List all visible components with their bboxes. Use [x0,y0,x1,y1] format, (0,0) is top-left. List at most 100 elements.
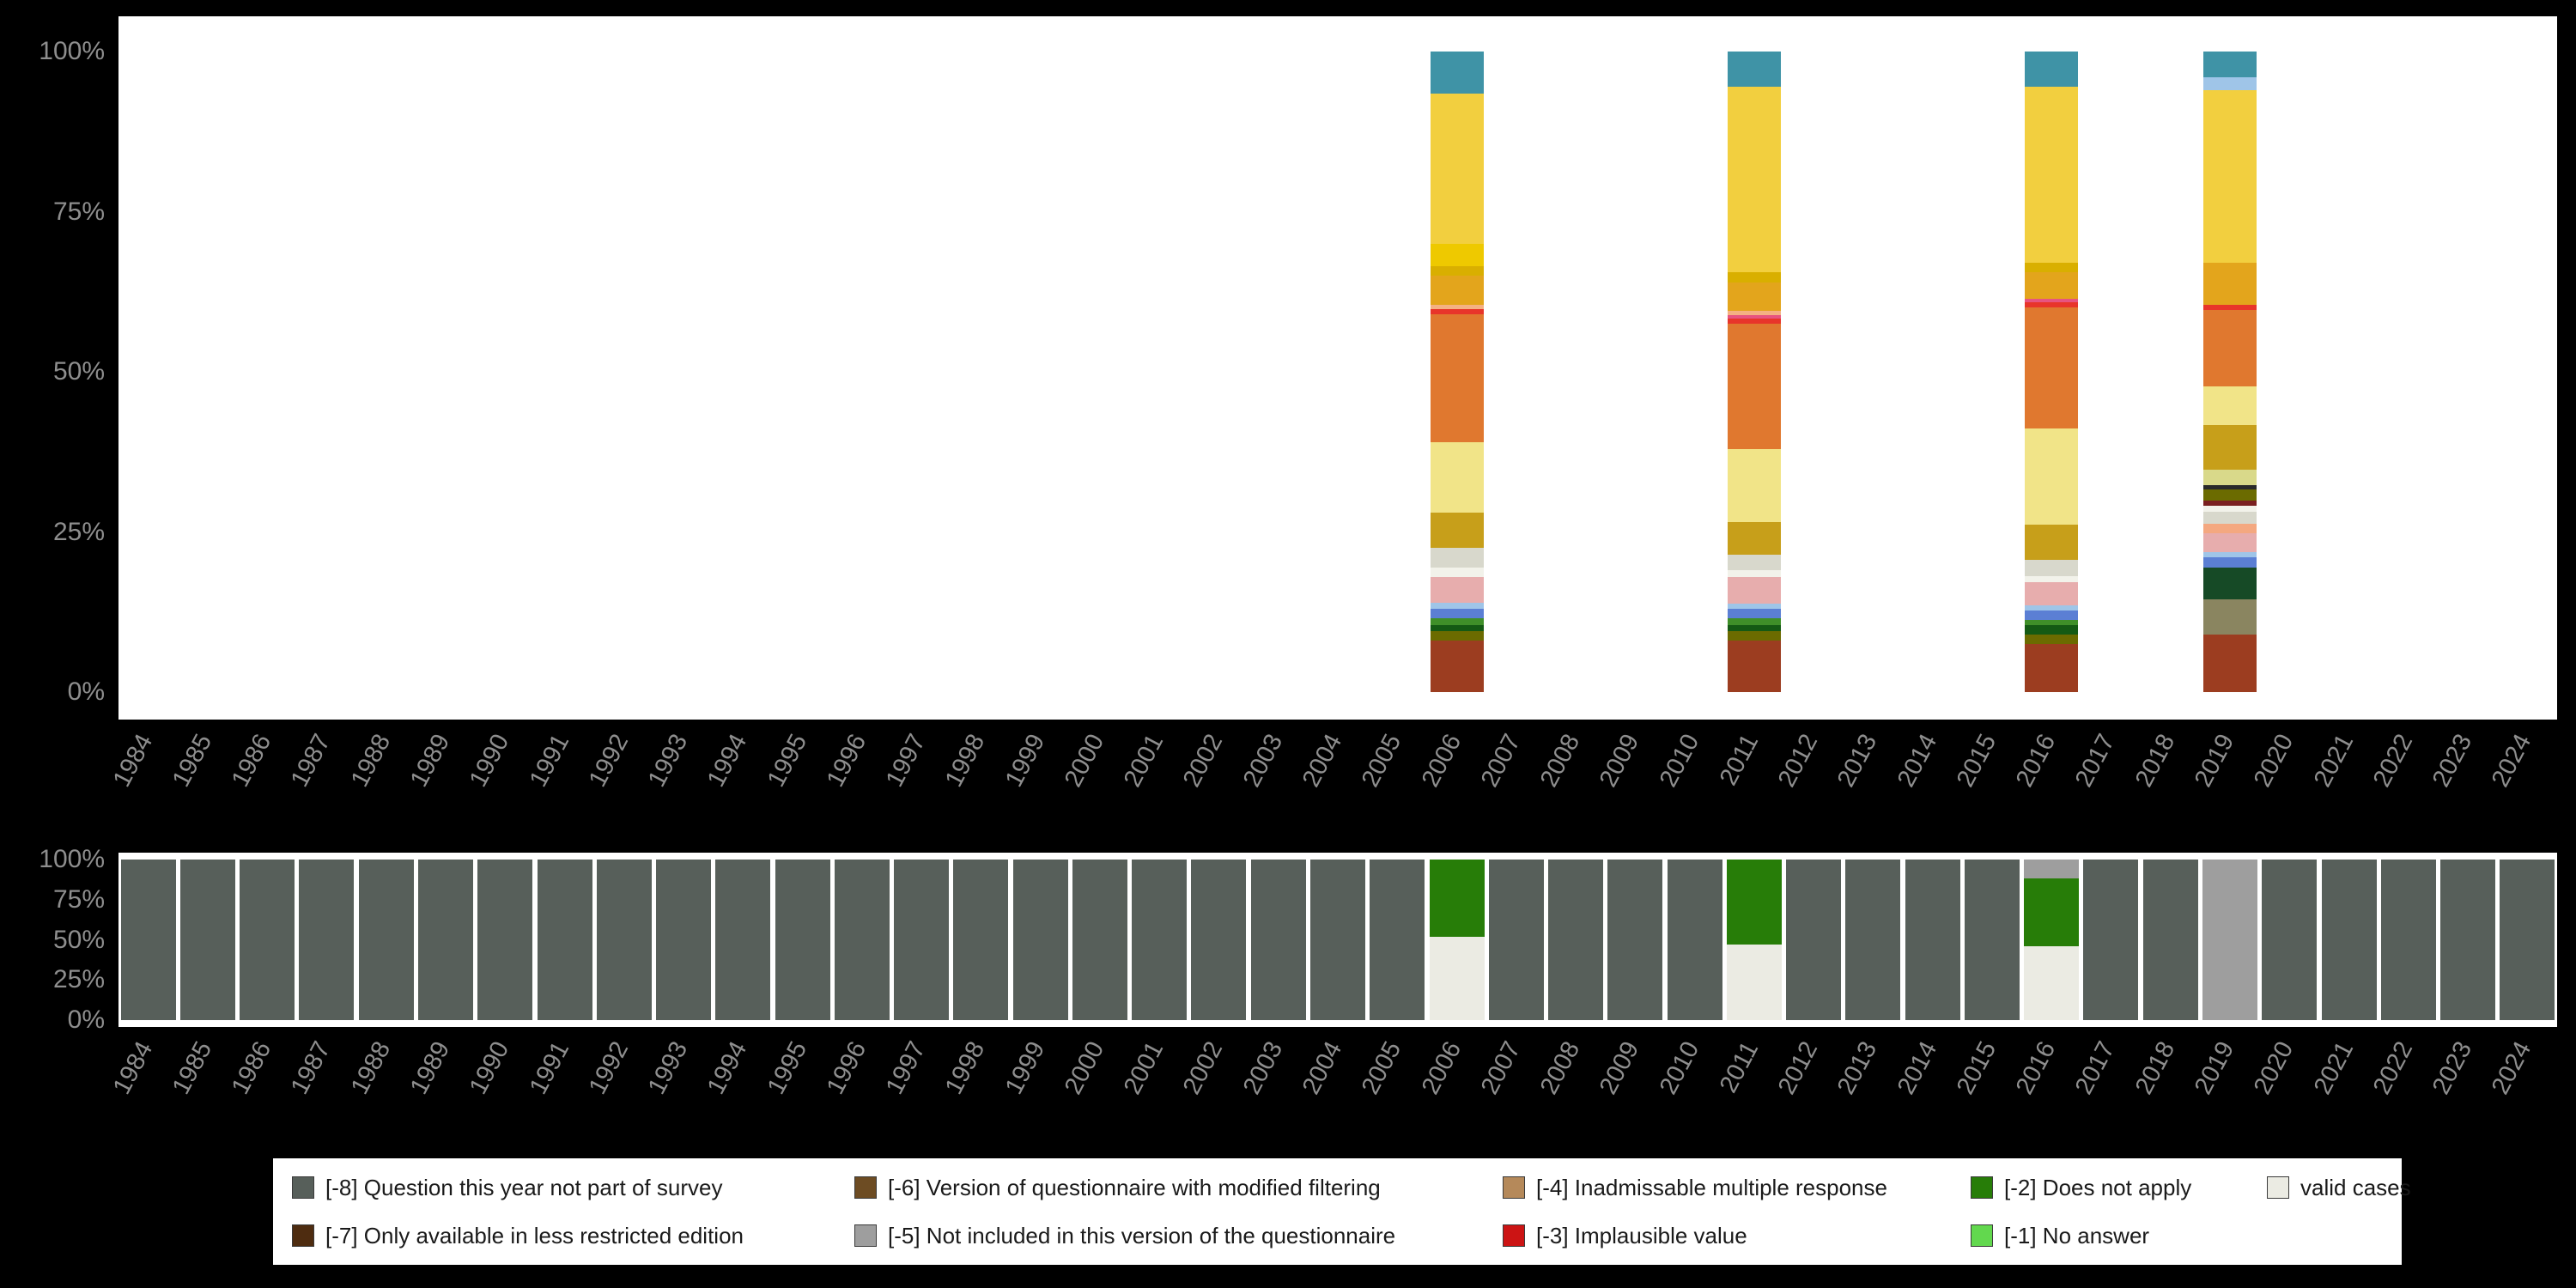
legend: [-8] Question this year not part of surv… [273,1158,2411,1265]
bar-segment [1430,309,1484,314]
bar-segment [1430,624,1484,632]
legend-item-3: [-5] Not included in this version of the… [854,1223,1503,1249]
bar-segment [2203,512,2257,524]
bottom-stacked-bar-2004 [1310,860,1365,1020]
top-ytick-0%: 0% [67,677,105,706]
bar-segment [1727,319,1781,325]
bar-segment [2025,299,2079,302]
bottom-stacked-bar-2010 [1667,860,1722,1020]
legend-item-5: [-3] Implausible value [1503,1223,1971,1249]
bar-segment [1727,631,1781,641]
bar-segment [1727,324,1781,449]
legend-item-8: valid cases [2267,1175,2411,1201]
legend-label: valid cases [2300,1174,2411,1200]
bar-segment [1727,554,1781,571]
bottom-stacked-bar-1997 [894,860,950,1020]
bar-segment [2203,89,2257,264]
bar-segment [2203,309,2257,387]
bar-segment-valid [2024,945,2080,1020]
bar-segment [2203,386,2257,426]
bottom-stacked-bar-2021 [2321,860,2377,1020]
top-chart-panel [118,16,2557,720]
bar-segment [2025,271,2079,300]
bar-segment [2025,87,2079,263]
bar-segment [2203,567,2257,599]
bottom-stacked-bar-2011 [1726,860,1782,1020]
bottom-stacked-bar-2009 [1607,860,1663,1020]
bottom-ytick-100%: 100% [39,845,105,873]
bottom-stacked-bar-2013 [1845,860,1901,1020]
bar-segment [1430,602,1484,610]
bar-segment-[-8] [953,860,1009,1020]
bottom-stacked-bar-1986 [240,860,295,1020]
top-ytick-100%: 100% [39,37,105,65]
legend-item-2: [-6] Version of questionnaire with modif… [854,1175,1503,1201]
bar-segment [1727,570,1781,577]
legend-swatch-icon [292,1224,314,1247]
bar-segment-[-8] [1786,860,1842,1020]
legend-label: [-6] Version of questionnaire with modif… [888,1174,1381,1200]
top-stacked-bar-2016 [2025,52,2079,692]
bar-segment [1727,604,1781,610]
bottom-stacked-bar-2002 [1191,860,1247,1020]
bar-segment-[-8] [417,860,473,1020]
bar-segment-[-8] [1488,860,1544,1020]
bar-segment [2203,533,2257,553]
bottom-stacked-bar-1984 [120,860,176,1020]
bar-segment [1430,52,1484,94]
bar-segment [1727,315,1781,319]
bar-segment [2203,552,2257,558]
bar-segment-[-8] [120,860,176,1020]
bottom-stacked-bar-2019 [2202,860,2258,1020]
legend-item-4: [-4] Inadmissable multiple response [1503,1175,1971,1201]
bar-segment [1430,513,1484,549]
bar-segment-[-8] [2380,860,2436,1020]
bar-segment [1430,243,1484,267]
bar-segment-[-8] [1250,860,1306,1020]
bar-segment [1727,311,1781,316]
legend-item-0: [-8] Question this year not part of surv… [292,1175,854,1201]
bottom-stacked-bar-1989 [417,860,473,1020]
bar-segment [2203,489,2257,501]
bar-segment-[-8] [1012,860,1068,1020]
legend-swatch-icon [292,1176,314,1199]
bottom-stacked-bar-2023 [2440,860,2496,1020]
legend-label: [-2] Does not apply [2004,1174,2192,1200]
legend-swatch-icon [1971,1224,1993,1247]
legend-swatch-icon [1503,1176,1525,1199]
bar-segment [1430,93,1484,244]
bottom-stacked-bar-2014 [1905,860,1960,1020]
bar-segment [2203,523,2257,534]
bar-segment [2025,644,2079,692]
bar-segment [1727,641,1781,692]
legend-label: [-3] Implausible value [1536,1222,1747,1249]
bar-segment [1727,618,1781,625]
bar-segment [2025,262,2079,272]
bar-segment-[-8] [2321,860,2377,1020]
bar-segment [1430,609,1484,619]
bar-segment-[-8] [2142,860,2198,1020]
bottom-stacked-bar-1985 [179,860,235,1020]
legend-label: [-4] Inadmissable multiple response [1536,1174,1887,1200]
bottom-ytick-0%: 0% [67,1005,105,1034]
bottom-stacked-bar-2001 [1132,860,1188,1020]
bar-segment-[-8] [358,860,414,1020]
bar-segment-[-8] [299,860,355,1020]
bar-segment [1430,618,1484,625]
bar-segment [1430,304,1484,309]
bottom-stacked-bar-2007 [1488,860,1544,1020]
bottom-stacked-bar-1998 [953,860,1009,1020]
bar-segment [2025,560,2079,577]
bar-segment-[-8] [2262,860,2318,1020]
bar-segment-[-8] [1548,860,1604,1020]
bar-segment-[-8] [2500,860,2555,1020]
bottom-ytick-25%: 25% [52,965,105,994]
bar-segment-[-8] [1905,860,1960,1020]
bottom-stacked-bar-2008 [1548,860,1604,1020]
bar-segment [2025,307,2079,429]
bar-segment [2025,634,2079,645]
bar-segment [2203,505,2257,513]
bar-segment-[-8] [2440,860,2496,1020]
bar-segment [2203,485,2257,489]
